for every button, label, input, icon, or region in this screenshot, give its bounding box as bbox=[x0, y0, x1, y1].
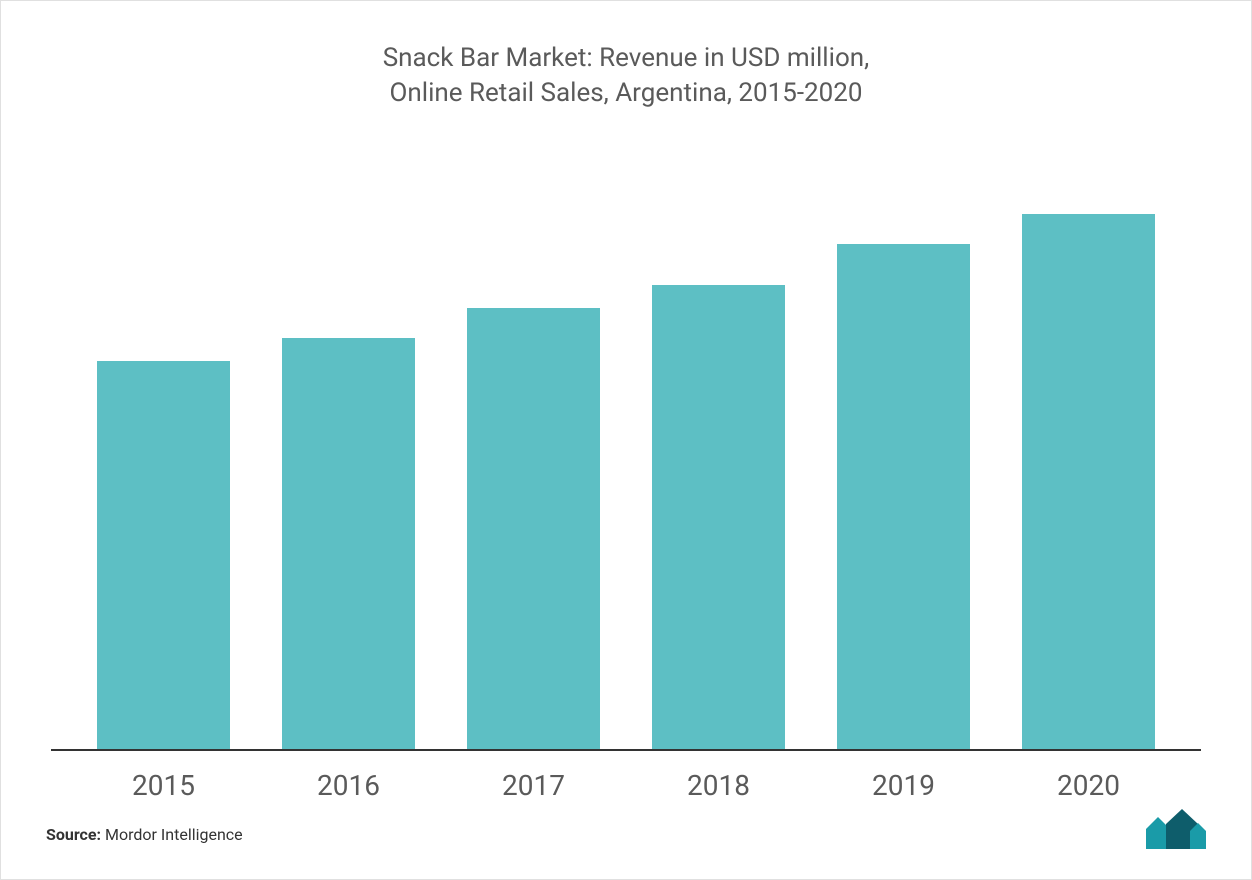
chart-title-line2: Online Retail Sales, Argentina, 2015-202… bbox=[390, 78, 863, 108]
bar-wrapper bbox=[71, 161, 256, 749]
x-label-2017: 2017 bbox=[441, 769, 626, 802]
bar-wrapper bbox=[441, 161, 626, 749]
bar-wrapper bbox=[996, 161, 1181, 749]
bar-2016 bbox=[282, 338, 415, 750]
x-label-2016: 2016 bbox=[256, 769, 441, 802]
bar-2018 bbox=[652, 285, 785, 750]
bars-group bbox=[51, 161, 1201, 749]
x-label-2019: 2019 bbox=[811, 769, 996, 802]
source-attribution: Source: Mordor Intelligence bbox=[46, 825, 243, 844]
chart-title-line1: Snack Bar Market: Revenue in USD million… bbox=[383, 43, 870, 73]
bar-2020 bbox=[1022, 214, 1155, 749]
source-value: Mordor Intelligence bbox=[105, 825, 243, 844]
bar-wrapper bbox=[256, 161, 441, 749]
bar-2017 bbox=[467, 308, 600, 749]
x-axis-labels: 201520162017201820192020 bbox=[51, 769, 1201, 802]
x-label-2015: 2015 bbox=[71, 769, 256, 802]
x-label-2020: 2020 bbox=[996, 769, 1181, 802]
chart-container: Snack Bar Market: Revenue in USD million… bbox=[0, 0, 1252, 880]
bar-2019 bbox=[837, 244, 970, 750]
x-label-2018: 2018 bbox=[626, 769, 811, 802]
chart-title: Snack Bar Market: Revenue in USD million… bbox=[51, 41, 1201, 111]
bar-2015 bbox=[97, 361, 230, 749]
bar-wrapper bbox=[811, 161, 996, 749]
bar-wrapper bbox=[626, 161, 811, 749]
plot-area bbox=[51, 161, 1201, 751]
mordor-logo-icon bbox=[1146, 809, 1206, 849]
source-label: Source: bbox=[46, 825, 101, 844]
